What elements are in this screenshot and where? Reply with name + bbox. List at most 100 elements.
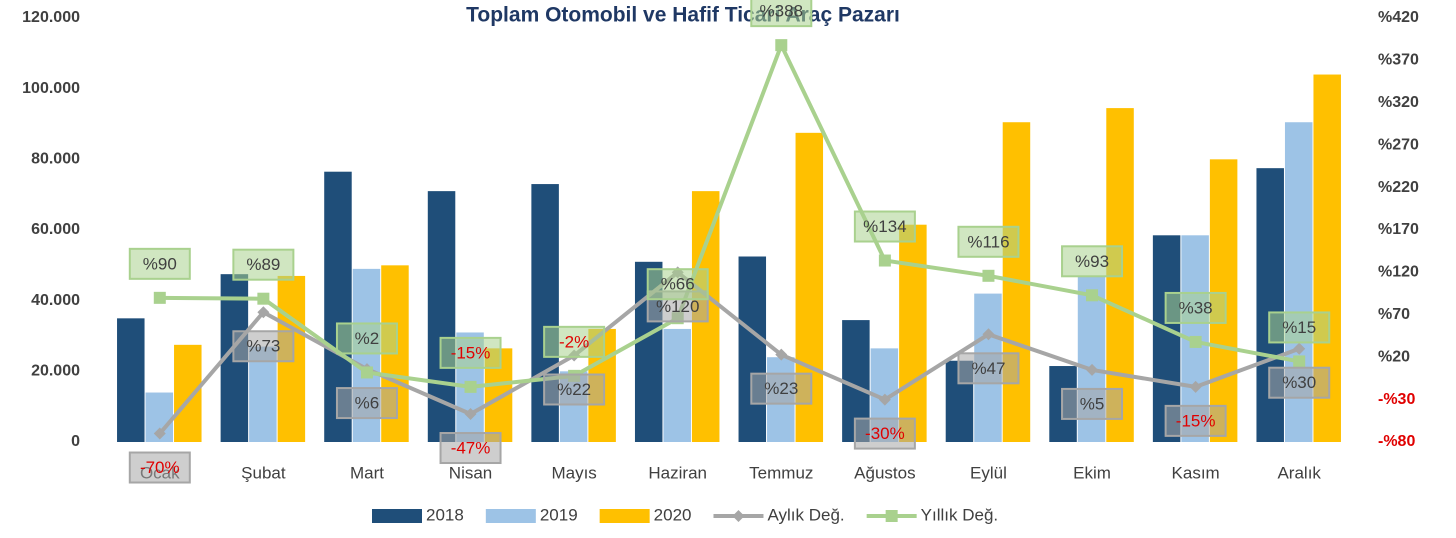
legend-marker (885, 510, 898, 522)
marker (360, 366, 373, 379)
y-tick-label: 0 (71, 433, 80, 450)
data-label-box (1061, 387, 1124, 420)
y-tick-label: 60.000 (31, 221, 80, 238)
x-tick-label: Mart (350, 463, 384, 482)
marker (775, 39, 788, 52)
bar (249, 346, 277, 442)
data-label: -15% (451, 343, 491, 362)
data-label-box (335, 322, 398, 355)
data-label-box (1164, 404, 1227, 437)
line (159, 43, 1300, 389)
data-label: -70% (140, 458, 180, 477)
y2-tick-label: %220 (1378, 179, 1419, 196)
y2-tick-label: %120 (1378, 264, 1419, 281)
x-tick-label: Ağustos (854, 463, 915, 482)
data-label-box (853, 417, 916, 450)
bar (1256, 168, 1284, 442)
y2-tick-label: -%30 (1378, 391, 1415, 408)
bar (117, 318, 145, 442)
y2-tick-label: %270 (1378, 136, 1419, 153)
data-label: %73 (246, 337, 280, 356)
data-label: %47 (971, 359, 1005, 378)
legend-swatch (599, 509, 650, 523)
y-tick-label: 40.000 (31, 292, 80, 309)
data-label: %22 (557, 380, 591, 399)
data-label-box (1268, 366, 1331, 399)
legend-label: 2019 (540, 505, 578, 524)
data-label-box (128, 451, 191, 484)
x-tick-label: Temmuz (749, 463, 813, 482)
data-label: %134 (863, 217, 906, 236)
y2-tick-label: %20 (1378, 348, 1410, 365)
data-label: %15 (1282, 318, 1316, 337)
data-label-box (232, 330, 295, 363)
legend-swatch (485, 509, 536, 523)
data-label: %388 (760, 2, 803, 21)
data-label: %6 (355, 394, 380, 413)
data-label-box (957, 352, 1020, 385)
marker (878, 393, 891, 406)
y-tick-label: 20.000 (31, 363, 80, 380)
legend-label: Yıllık Değ. (921, 505, 998, 524)
data-label: %93 (1075, 252, 1109, 271)
marker (257, 306, 270, 319)
marker (1293, 355, 1306, 368)
x-tick-label: Aralık (1277, 463, 1321, 482)
data-label: %89 (246, 255, 280, 274)
marker (775, 348, 788, 361)
x-tick-label: Mayıs (551, 463, 596, 482)
marker (1086, 363, 1099, 376)
data-label: %120 (656, 297, 699, 316)
y2-tick-label: %420 (1378, 9, 1419, 26)
data-label: %30 (1282, 373, 1316, 392)
data-label: -15% (1176, 411, 1216, 430)
data-label: %38 (1179, 298, 1213, 317)
marker (1189, 380, 1202, 393)
marker (1189, 335, 1202, 348)
y-tick-label: 100.000 (22, 80, 80, 97)
y2-tick-label: %370 (1378, 52, 1419, 69)
marker (153, 291, 166, 304)
marker (1293, 342, 1306, 355)
data-label-box (1061, 245, 1124, 278)
marker (878, 254, 891, 267)
data-label: -2% (559, 332, 589, 351)
y-tick-label: 120.000 (22, 9, 80, 26)
x-tick-label: Şubat (241, 463, 286, 482)
data-label: %90 (143, 254, 177, 273)
marker (1086, 289, 1099, 302)
data-label: %2 (355, 329, 380, 348)
data-label-box (853, 210, 916, 243)
data-label: -47% (451, 439, 491, 458)
data-label-box (1164, 291, 1227, 324)
data-label-box (957, 225, 1020, 258)
data-label: %66 (661, 275, 695, 294)
bar (174, 344, 202, 442)
x-tick-label: Haziran (648, 463, 707, 482)
chart-title: Toplam Otomobil ve Hafif Ticari Araç Paz… (466, 4, 900, 27)
legend-label: 2018 (426, 505, 464, 524)
marker (464, 408, 477, 421)
legend-swatch (372, 509, 422, 523)
data-label: -30% (865, 424, 905, 443)
data-label: %116 (967, 232, 1009, 251)
legend-label: 2020 (654, 505, 692, 524)
data-label: %23 (764, 379, 798, 398)
y2-tick-label: %170 (1378, 221, 1419, 238)
marker (464, 380, 477, 393)
data-label-box (646, 268, 709, 301)
marker (982, 328, 995, 341)
marker (982, 269, 995, 282)
bar (663, 328, 691, 442)
marker (153, 427, 166, 440)
bar (738, 256, 767, 442)
data-label-box (232, 248, 295, 281)
y2-tick-label: %70 (1378, 306, 1410, 323)
data-label-box (439, 336, 502, 369)
x-tick-label: Nisan (449, 463, 492, 482)
data-label-box (439, 432, 502, 465)
data-label-box (750, 372, 813, 405)
y2-tick-label: -%80 (1378, 433, 1415, 450)
x-tick-label: Kasım (1172, 463, 1220, 482)
